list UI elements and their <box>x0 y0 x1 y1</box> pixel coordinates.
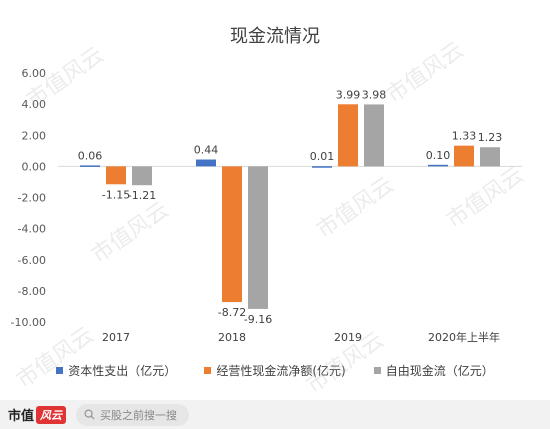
bar <box>106 166 126 185</box>
bar-chart: 6.00 4.00 2.00 0.00 -2.00 -4.00 -6.00 -8.00 -10.… <box>11 67 522 344</box>
x-tick-label: 2018 <box>218 331 246 344</box>
legend-swatch-capex <box>56 367 64 374</box>
chart-title: 现金流情况 <box>230 26 320 47</box>
x-tick-label: 2020年上半年 <box>428 330 500 344</box>
bar <box>454 145 474 167</box>
brand-text: 市值 <box>8 409 35 424</box>
data-label: 0.44 <box>194 144 219 157</box>
bar <box>364 104 384 167</box>
bar <box>338 104 358 167</box>
legend-item-free-cashflow: 自由现金流（亿元） <box>373 362 494 379</box>
brand-logo[interactable]: 市值 风云 <box>8 405 67 424</box>
bar <box>248 166 268 309</box>
legend-item-capex: 资本性支出（亿元） <box>56 362 176 379</box>
legend-swatch-free-cashflow <box>373 367 381 374</box>
y-tick-label: -6.00 <box>18 254 46 267</box>
x-tick-label: 2019 <box>334 331 362 344</box>
bar <box>80 165 100 167</box>
chart-legend: 资本性支出（亿元） 经营性现金流净额(亿元) 自由现金流（亿元） <box>0 362 550 379</box>
legend-label-free-cashflow: 自由现金流（亿元） <box>385 364 494 378</box>
chart-card: 现金流情况 6.00 4.00 2.00 0.00 -2.00 -4.00 -6.00 -8.… <box>0 0 550 400</box>
legend-swatch-operating-cashflow <box>204 367 212 374</box>
data-label: -9.16 <box>244 313 272 326</box>
data-label: -8.72 <box>218 306 246 319</box>
data-label: 1.23 <box>478 131 503 144</box>
y-tick-label: 2.00 <box>22 129 47 142</box>
bar <box>428 164 448 167</box>
search-placeholder: 买股之前搜一搜 <box>100 408 178 422</box>
y-tick-label: -2.00 <box>18 192 46 205</box>
y-tick-label: 0.00 <box>22 160 47 173</box>
data-label: 0.10 <box>426 149 451 162</box>
data-label: 1.33 <box>452 130 477 143</box>
y-tick-label: -8.00 <box>18 285 46 298</box>
brand-mark: 风云 <box>36 405 67 424</box>
legend-label-capex: 资本性支出（亿元） <box>68 364 177 378</box>
y-tick-label: -10.00 <box>11 316 46 329</box>
data-label: -1.15 <box>102 188 130 201</box>
bar <box>132 166 152 186</box>
data-label: -1.21 <box>128 189 156 202</box>
footer-bar: 市值 风云 买股之前搜一搜 <box>0 400 550 429</box>
bar <box>222 166 242 303</box>
search-icon <box>84 409 95 420</box>
bar <box>312 166 332 168</box>
bar <box>196 159 216 167</box>
legend-item-operating-cashflow: 经营性现金流净额(亿元) <box>204 362 346 379</box>
data-label: 0.06 <box>78 149 103 162</box>
y-tick-label: -4.00 <box>18 223 46 236</box>
search-box[interactable]: 买股之前搜一搜 <box>76 403 190 426</box>
y-tick-label: 4.00 <box>22 98 47 111</box>
data-label: 3.98 <box>362 88 387 101</box>
y-tick-label: 6.00 <box>22 67 47 80</box>
legend-label-operating-cashflow: 经营性现金流净额(亿元) <box>216 364 346 378</box>
data-label: 3.99 <box>336 88 361 101</box>
data-label: 0.01 <box>310 150 335 163</box>
bar <box>480 147 500 167</box>
x-tick-label: 2017 <box>102 331 130 344</box>
